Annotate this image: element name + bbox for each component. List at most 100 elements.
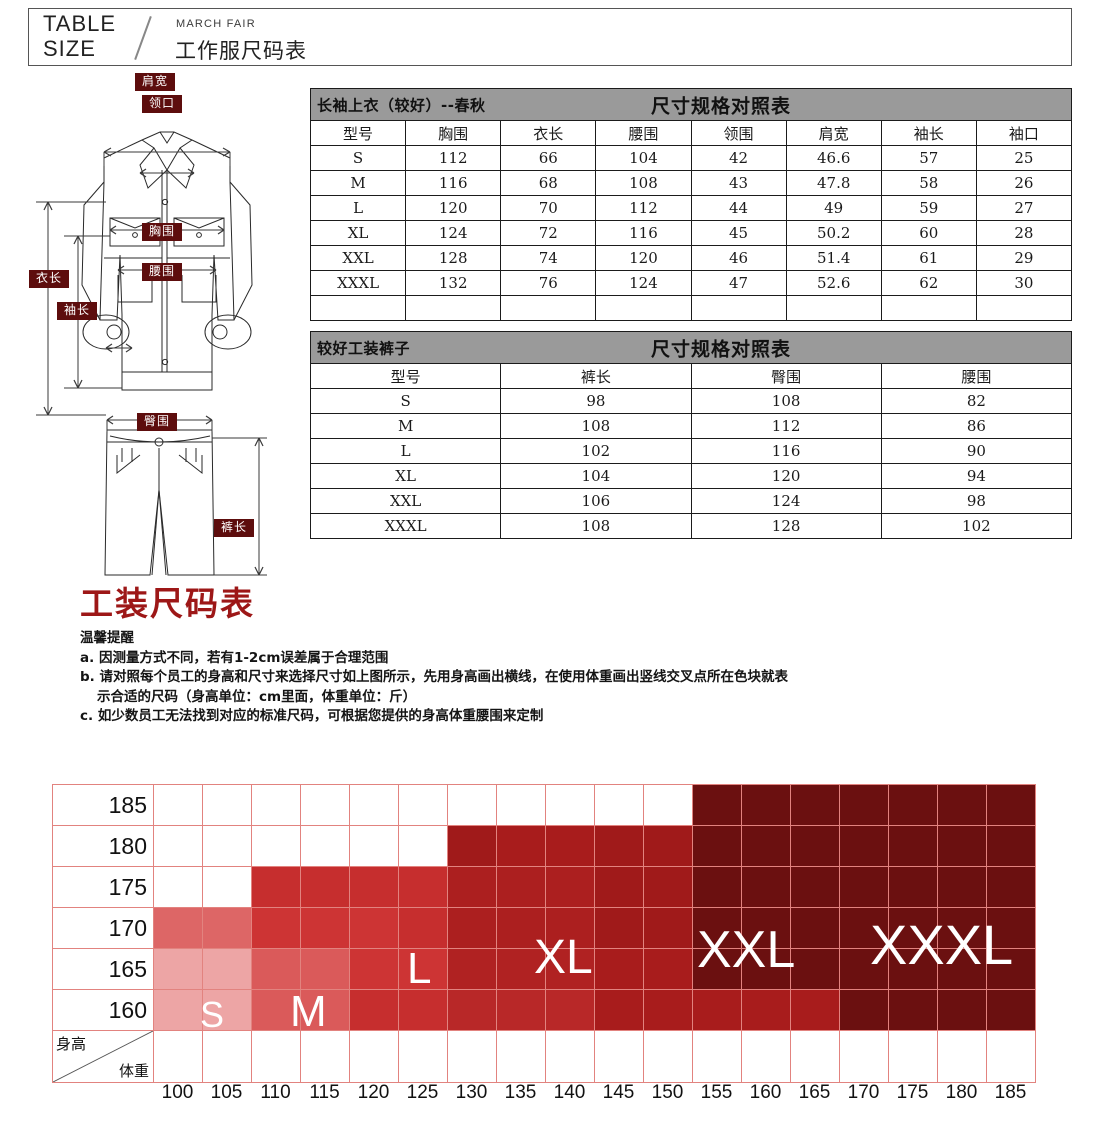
cell-135-165[interactable] (496, 948, 546, 990)
cell-110-185[interactable] (251, 784, 301, 826)
cell-125-165[interactable] (398, 948, 448, 990)
cell-145-185[interactable] (594, 784, 644, 826)
cell-150-175[interactable] (643, 866, 693, 908)
cell-160-160[interactable] (741, 989, 791, 1031)
cell-155-185[interactable] (692, 784, 742, 826)
cell-185-170[interactable] (986, 907, 1036, 949)
cell-165-180[interactable] (790, 825, 840, 867)
cell-140-170[interactable] (545, 907, 595, 949)
cell-150-165[interactable] (643, 948, 693, 990)
cell-150-160[interactable] (643, 989, 693, 1031)
cell-120-165[interactable] (349, 948, 399, 990)
cell-120-185[interactable] (349, 784, 399, 826)
cell-100-180[interactable] (153, 825, 203, 867)
cell-155-175[interactable] (692, 866, 742, 908)
cell-160-180[interactable] (741, 825, 791, 867)
cell-145-175[interactable] (594, 866, 644, 908)
cell-125-185[interactable] (398, 784, 448, 826)
cell-120-170[interactable] (349, 907, 399, 949)
cell-105-165[interactable] (202, 948, 252, 990)
cell-185-175[interactable] (986, 866, 1036, 908)
cell-100-165[interactable] (153, 948, 203, 990)
cell-175-185[interactable] (888, 784, 938, 826)
cell-120-160[interactable] (349, 989, 399, 1031)
cell-160-170[interactable] (741, 907, 791, 949)
cell-180-170[interactable] (937, 907, 987, 949)
cell-145-170[interactable] (594, 907, 644, 949)
cell-135-180[interactable] (496, 825, 546, 867)
cell-175-165[interactable] (888, 948, 938, 990)
cell-100-170[interactable] (153, 907, 203, 949)
cell-110-160[interactable] (251, 989, 301, 1031)
cell-160-175[interactable] (741, 866, 791, 908)
cell-120-175[interactable] (349, 866, 399, 908)
cell-135-175[interactable] (496, 866, 546, 908)
cell-170-160[interactable] (839, 989, 889, 1031)
cell-180-165[interactable] (937, 948, 987, 990)
cell-165-185[interactable] (790, 784, 840, 826)
cell-140-160[interactable] (545, 989, 595, 1031)
cell-115-170[interactable] (300, 907, 350, 949)
cell-170-165[interactable] (839, 948, 889, 990)
cell-125-180[interactable] (398, 825, 448, 867)
cell-145-160[interactable] (594, 989, 644, 1031)
cell-135-160[interactable] (496, 989, 546, 1031)
cell-155-180[interactable] (692, 825, 742, 867)
cell-175-160[interactable] (888, 989, 938, 1031)
cell-140-175[interactable] (545, 866, 595, 908)
cell-160-185[interactable] (741, 784, 791, 826)
cell-105-180[interactable] (202, 825, 252, 867)
cell-180-185[interactable] (937, 784, 987, 826)
cell-115-185[interactable] (300, 784, 350, 826)
cell-100-160[interactable] (153, 989, 203, 1031)
cell-185-165[interactable] (986, 948, 1036, 990)
cell-105-170[interactable] (202, 907, 252, 949)
cell-185-185[interactable] (986, 784, 1036, 826)
cell-180-175[interactable] (937, 866, 987, 908)
cell-170-175[interactable] (839, 866, 889, 908)
cell-130-160[interactable] (447, 989, 497, 1031)
cell-145-180[interactable] (594, 825, 644, 867)
cell-180-160[interactable] (937, 989, 987, 1031)
cell-110-175[interactable] (251, 866, 301, 908)
cell-130-185[interactable] (447, 784, 497, 826)
cell-115-175[interactable] (300, 866, 350, 908)
cell-120-180[interactable] (349, 825, 399, 867)
cell-155-165[interactable] (692, 948, 742, 990)
cell-110-180[interactable] (251, 825, 301, 867)
cell-135-170[interactable] (496, 907, 546, 949)
cell-100-185[interactable] (153, 784, 203, 826)
cell-110-165[interactable] (251, 948, 301, 990)
cell-170-180[interactable] (839, 825, 889, 867)
cell-155-160[interactable] (692, 989, 742, 1031)
cell-130-175[interactable] (447, 866, 497, 908)
cell-125-175[interactable] (398, 866, 448, 908)
cell-145-165[interactable] (594, 948, 644, 990)
cell-100-175[interactable] (153, 866, 203, 908)
cell-185-160[interactable] (986, 989, 1036, 1031)
cell-170-170[interactable] (839, 907, 889, 949)
cell-115-160[interactable] (300, 989, 350, 1031)
cell-165-175[interactable] (790, 866, 840, 908)
cell-165-170[interactable] (790, 907, 840, 949)
cell-165-160[interactable] (790, 989, 840, 1031)
cell-140-185[interactable] (545, 784, 595, 826)
cell-165-165[interactable] (790, 948, 840, 990)
cell-175-175[interactable] (888, 866, 938, 908)
cell-125-170[interactable] (398, 907, 448, 949)
cell-115-180[interactable] (300, 825, 350, 867)
cell-130-170[interactable] (447, 907, 497, 949)
cell-115-165[interactable] (300, 948, 350, 990)
cell-105-185[interactable] (202, 784, 252, 826)
cell-105-175[interactable] (202, 866, 252, 908)
cell-185-180[interactable] (986, 825, 1036, 867)
cell-155-170[interactable] (692, 907, 742, 949)
cell-175-180[interactable] (888, 825, 938, 867)
cell-130-165[interactable] (447, 948, 497, 990)
cell-140-165[interactable] (545, 948, 595, 990)
cell-170-185[interactable] (839, 784, 889, 826)
cell-135-185[interactable] (496, 784, 546, 826)
cell-130-180[interactable] (447, 825, 497, 867)
cell-150-180[interactable] (643, 825, 693, 867)
cell-150-170[interactable] (643, 907, 693, 949)
